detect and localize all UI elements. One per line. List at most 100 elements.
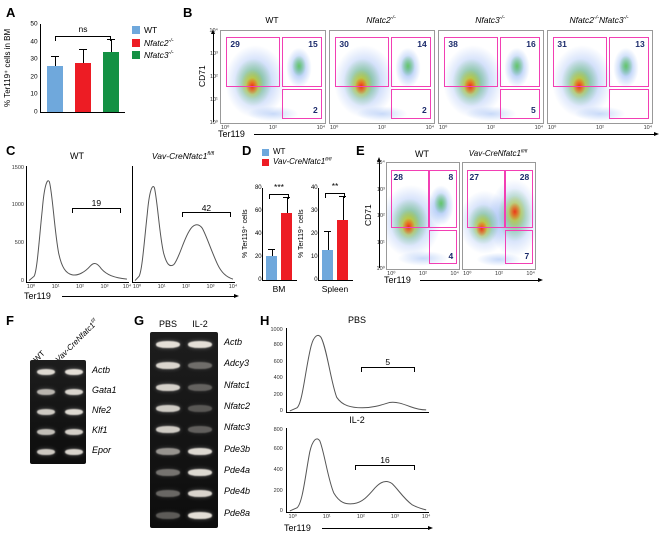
x-tick-label: 10⁴ bbox=[421, 513, 431, 520]
gel-band bbox=[156, 341, 180, 349]
gel-row bbox=[150, 490, 218, 498]
histogram-curve bbox=[287, 428, 429, 512]
y-tick-label: 500 bbox=[14, 239, 24, 246]
gel-band bbox=[188, 426, 212, 434]
gene-label: Epor bbox=[92, 444, 112, 455]
error-bar bbox=[107, 38, 115, 53]
x-tick-label: 10⁴ bbox=[316, 124, 326, 131]
y-tick-label: 10³ bbox=[209, 51, 218, 57]
y-tick-label: 0 bbox=[314, 277, 318, 283]
y-tick-label: 10¹ bbox=[209, 97, 218, 103]
x-tick-label: 10⁴ bbox=[450, 271, 459, 278]
title-sup: -/- bbox=[623, 15, 629, 22]
panel-d-bm-y-label: % Ter119⁺ cells bbox=[242, 209, 249, 259]
flow-title-nfatc2: Nfatc2-/- bbox=[329, 15, 433, 25]
title-text: WT bbox=[265, 15, 279, 25]
gel-band bbox=[65, 449, 83, 455]
gate-upper-left bbox=[226, 37, 281, 88]
gel-band bbox=[156, 511, 180, 519]
gate-upper-left bbox=[553, 37, 608, 88]
panel-d-legend: WT Vav-CreNfatc1fl/fl bbox=[262, 148, 332, 170]
significance-bracket bbox=[325, 193, 345, 198]
gene-label: Nfatc2 bbox=[224, 401, 251, 412]
gate-upper-right bbox=[505, 170, 534, 228]
flow-title-e-wt: WT bbox=[386, 149, 458, 160]
gel-band bbox=[156, 426, 180, 434]
flow-title-e-vavcre: Vav-CreNfatc1fl/fl bbox=[450, 149, 546, 159]
title-sup: fl/fl bbox=[520, 149, 528, 155]
x-tick-label: 10² bbox=[596, 124, 604, 131]
y-tick-label: 20 bbox=[30, 73, 38, 81]
hist-title-wt: WT bbox=[26, 151, 128, 162]
gel-row bbox=[150, 362, 218, 370]
panel-g-letter: G bbox=[134, 313, 145, 328]
title-text: Nfatc1 bbox=[182, 151, 208, 161]
x-tick-label: 10⁴ bbox=[425, 124, 435, 131]
legend-text: Nfatc3 bbox=[144, 50, 169, 60]
x-tick-label: 10¹ bbox=[157, 284, 166, 291]
y-tick-label: 0 bbox=[34, 108, 38, 116]
flow-plot-b-nfatc2: 30 14 2 10⁰ 10² 10⁴ bbox=[329, 30, 435, 131]
gate-marker: 5 bbox=[360, 358, 415, 372]
gate-upper-left bbox=[390, 170, 429, 228]
flow-title-nfatc3: Nfatc3-/- bbox=[438, 15, 542, 25]
panel-h-x-axis-label: Ter119 bbox=[284, 523, 311, 533]
gate-count: 8 bbox=[448, 171, 454, 182]
significance-label: ** bbox=[331, 181, 339, 191]
gate-upper-right bbox=[609, 37, 649, 88]
significance-bracket bbox=[269, 194, 289, 199]
gate-count: 2 bbox=[422, 105, 427, 116]
gate-upper-right bbox=[500, 37, 540, 88]
density-blob bbox=[330, 31, 434, 123]
significance-bracket bbox=[55, 36, 111, 41]
legend-label: WT bbox=[144, 26, 157, 35]
x-tick-label: 10⁰ bbox=[329, 124, 339, 131]
x-tick-label: 10³ bbox=[100, 284, 109, 291]
gate-count: 31 bbox=[557, 39, 567, 50]
x-tick-label: 10⁰ bbox=[387, 271, 396, 278]
gel-column-label-pbs: PBS bbox=[158, 319, 177, 329]
y-tick-label: 10³ bbox=[376, 186, 385, 193]
cd71-axis-arrow bbox=[376, 157, 381, 268]
title-text: Vav-Cre bbox=[151, 151, 183, 161]
title-text: WT bbox=[70, 151, 84, 161]
x-tick-label: 10⁰ bbox=[132, 284, 142, 291]
panel-g-gene-labels: Actb Adcy3 Nfatc1 Nfatc2 Nfatc3 Pde3b Pd… bbox=[224, 332, 250, 524]
gate-count: 28 bbox=[519, 171, 530, 182]
gel-band bbox=[37, 389, 55, 395]
bar-wt bbox=[47, 66, 63, 112]
panel-c-x-axis-label: Ter119 bbox=[24, 291, 51, 301]
gate-upper-left bbox=[466, 170, 505, 228]
gel-row bbox=[150, 469, 218, 477]
y-tick-label: 20 bbox=[254, 254, 262, 260]
error-bar bbox=[324, 230, 331, 251]
gate-count: 27 bbox=[469, 171, 479, 182]
gate-count: 42 bbox=[201, 202, 212, 213]
panel-a-y-axis-label: % Ter119⁺ cells in BM bbox=[3, 28, 12, 108]
y-tick-label: 400 bbox=[273, 467, 283, 473]
gel-band bbox=[188, 341, 212, 349]
y-tick-label: 1000 bbox=[11, 202, 24, 209]
y-tick-label: 200 bbox=[273, 392, 283, 399]
hist-title-il2: IL-2 bbox=[349, 415, 365, 425]
gel-row bbox=[30, 409, 86, 415]
bar-nfatc3 bbox=[103, 52, 119, 112]
x-tick-label: 10⁰ bbox=[547, 124, 557, 131]
gel-row bbox=[30, 449, 86, 455]
gel-band bbox=[188, 490, 212, 498]
x-tick-label: 10¹ bbox=[322, 513, 331, 520]
title-text: Nfatc3 bbox=[599, 15, 624, 25]
gel-band bbox=[65, 429, 83, 435]
gate-count: 30 bbox=[339, 39, 349, 50]
error-bar bbox=[339, 196, 346, 221]
legend-swatch bbox=[262, 148, 269, 156]
x-tick-label: 10¹ bbox=[51, 284, 60, 291]
gel-row bbox=[150, 511, 218, 519]
x-tick-label: 10² bbox=[356, 513, 365, 520]
bar-wt bbox=[322, 250, 333, 280]
y-tick-label: 0 bbox=[279, 408, 283, 415]
x-tick-label: 10² bbox=[76, 284, 85, 291]
density-blob bbox=[439, 31, 543, 123]
legend-label: WT bbox=[273, 148, 285, 156]
gate-marker: 42 bbox=[181, 204, 231, 218]
